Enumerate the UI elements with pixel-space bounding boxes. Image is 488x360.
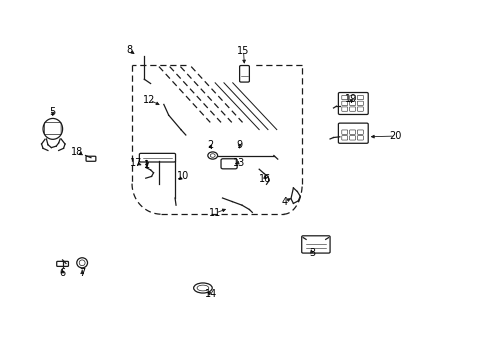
Text: 1: 1 xyxy=(143,160,149,170)
Text: 8: 8 xyxy=(126,45,132,55)
Text: 15: 15 xyxy=(237,46,249,56)
Text: 10: 10 xyxy=(177,171,189,181)
Text: 4: 4 xyxy=(282,197,287,207)
Text: 6: 6 xyxy=(60,268,65,278)
Text: 20: 20 xyxy=(388,131,401,141)
Text: 17: 17 xyxy=(129,158,142,168)
Text: 19: 19 xyxy=(344,94,357,104)
Text: 2: 2 xyxy=(207,140,213,150)
Text: 18: 18 xyxy=(71,147,83,157)
Text: 3: 3 xyxy=(308,248,314,258)
Text: 5: 5 xyxy=(50,107,56,117)
Text: 14: 14 xyxy=(204,289,217,300)
FancyBboxPatch shape xyxy=(221,159,237,169)
Text: 12: 12 xyxy=(143,95,156,105)
Text: 16: 16 xyxy=(258,174,271,184)
Text: 7: 7 xyxy=(79,268,85,278)
Text: 11: 11 xyxy=(208,208,221,218)
Text: 13: 13 xyxy=(232,158,244,168)
Text: 9: 9 xyxy=(236,140,242,150)
